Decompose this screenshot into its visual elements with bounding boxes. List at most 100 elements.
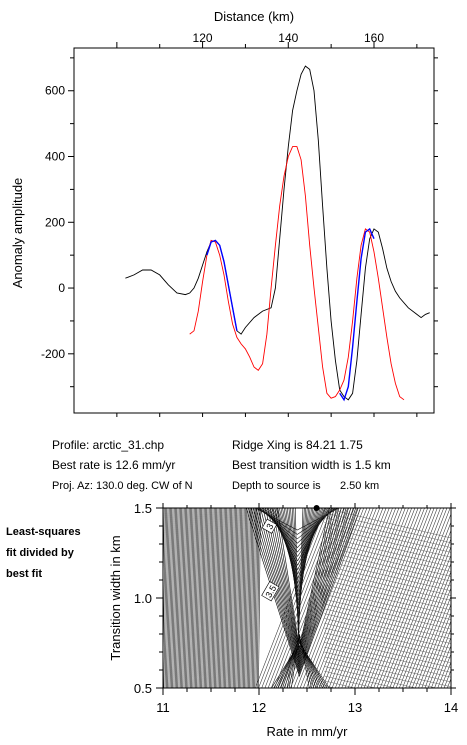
contour-line (237, 508, 241, 688)
contour-line (258, 508, 337, 540)
contour-line (207, 508, 211, 688)
contour-line (245, 508, 249, 688)
contour-line (264, 508, 336, 688)
contour-line (269, 508, 337, 655)
contour-x-tick-12: 12 (252, 700, 266, 715)
contour-ticks (156, 503, 456, 695)
contour-line (279, 508, 318, 597)
contour-line (383, 513, 451, 688)
contour-line (315, 508, 387, 688)
side-label-line-2: fit divided by (6, 547, 75, 559)
contour-line (200, 508, 204, 688)
depth-label-text: Depth to source is (232, 480, 321, 492)
contour-line (250, 508, 254, 688)
best-rate-text: Best rate is 12.6 mm/yr (52, 458, 175, 472)
contour-line (293, 508, 364, 688)
contour-line (236, 508, 240, 688)
contour-line (245, 508, 361, 678)
contour-line (431, 636, 451, 688)
contour-line (324, 656, 451, 688)
contour-line (324, 680, 356, 688)
side-label-line-3: best fit (6, 568, 42, 580)
contour-line (177, 508, 181, 688)
contour-line (463, 508, 467, 688)
contour-line (217, 508, 221, 688)
contour-line (354, 508, 425, 688)
contour-line (261, 508, 334, 549)
contour-line (239, 508, 243, 688)
side-label-line-1: Least-squares (6, 526, 81, 538)
contour-line (324, 526, 451, 558)
contour-line (303, 508, 374, 688)
contour-y-axis-title: Transition width in km (108, 535, 123, 660)
contour-line (253, 508, 354, 671)
contour-y-tick-1-5: 1.5 (134, 501, 152, 516)
contour-line (211, 508, 215, 688)
profile-y-tick-label: 400 (45, 150, 65, 164)
profile-x-tick-label: 120 (193, 31, 213, 45)
contour-line (206, 508, 210, 688)
contour-line (280, 508, 352, 688)
contour-line (186, 508, 190, 688)
contour-line (392, 537, 451, 688)
contour-line (408, 579, 451, 688)
contour-line (324, 675, 376, 688)
contour-line (248, 508, 251, 688)
contour-line (172, 508, 176, 688)
contour-line (164, 508, 169, 688)
contour-x-tick-14: 14 (444, 700, 458, 715)
contour-line (256, 508, 338, 535)
contour-line (250, 508, 357, 673)
contour-line (324, 637, 451, 668)
contour-line (299, 508, 371, 688)
contour-line (256, 508, 260, 688)
fit-window-line (339, 227, 375, 402)
best-width-text: Best transition width is 1.5 km (232, 458, 391, 472)
contour-line (227, 508, 231, 688)
contour-line (244, 508, 248, 688)
contour-line (389, 529, 451, 688)
contour-line (171, 508, 175, 688)
contour-line (324, 589, 451, 620)
contour-line (324, 632, 451, 664)
contour-line (221, 508, 225, 688)
profile-y-tick-label: 200 (45, 215, 65, 229)
contour-line (285, 508, 312, 614)
side-label: Least-squares fit divided by best fit (6, 526, 81, 580)
contour-line (319, 508, 390, 688)
contour-line (235, 508, 239, 688)
contour-line (312, 508, 384, 688)
contour-line (191, 508, 195, 688)
contour-line (163, 508, 165, 602)
contour-line (231, 508, 235, 688)
contour-line (176, 508, 180, 688)
contour-label-3: 3 (261, 518, 278, 534)
contour-line (163, 508, 168, 688)
contour-y-tick-0-5: 0.5 (134, 681, 152, 696)
contour-line (421, 611, 451, 688)
contour-line (324, 622, 451, 654)
contour-line (376, 508, 448, 688)
contour-line (240, 508, 244, 688)
contour-line (224, 508, 228, 688)
contour-line (309, 508, 380, 688)
contour-line (283, 508, 355, 688)
contour-line (258, 508, 261, 688)
contour-line (212, 508, 216, 688)
contour-line (182, 508, 186, 688)
proj-az-text: Proj. Az: 130.0 deg. CW of N (52, 480, 193, 492)
contour-line (265, 508, 342, 659)
contour-line (169, 508, 174, 688)
contour-line (216, 508, 220, 688)
contour-line (201, 508, 205, 688)
contour-lines (163, 508, 467, 688)
contour-line (402, 562, 451, 688)
contour-line (324, 546, 451, 577)
contour-line (198, 508, 203, 688)
contour-line (196, 508, 200, 688)
contour-line (202, 508, 206, 688)
contour-line (437, 653, 451, 688)
contour-line (187, 508, 191, 688)
contour-line (291, 633, 310, 688)
contour-line (324, 618, 451, 649)
